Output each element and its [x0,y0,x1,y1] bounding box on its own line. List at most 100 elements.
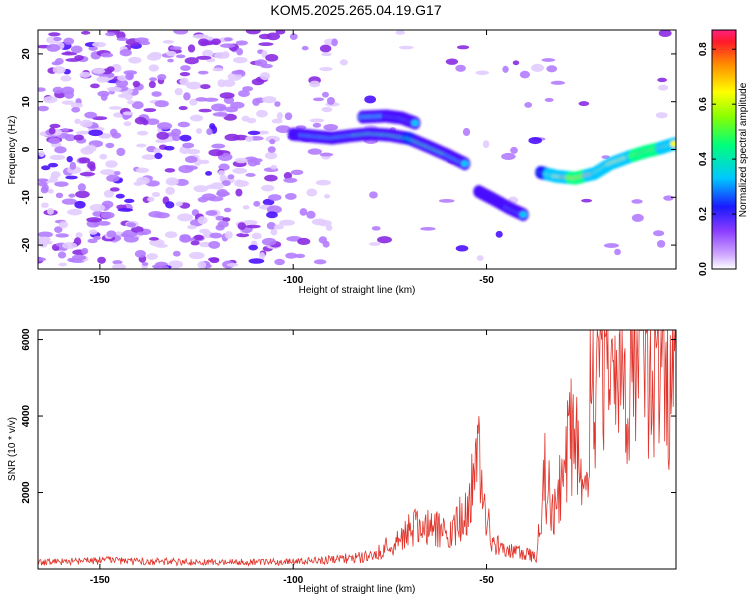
y-tick-label: 2000 [21,481,32,504]
noise-blob [192,34,208,39]
noise-blob [165,201,175,209]
noise-blob [221,180,231,187]
noise-blob [100,169,116,176]
noise-blob [180,65,191,71]
noise-blob [112,260,123,265]
noise-blob [60,75,72,82]
noise-blob [200,84,211,90]
snr-xlabel: Height of straight line (km) [299,584,416,595]
noise-blob [326,96,335,105]
noise-blob [47,188,54,194]
noise-blob [168,180,178,185]
noise-blob [41,165,51,171]
noise-blob [106,174,120,182]
noise-blob [189,114,204,122]
noise-blob [455,64,466,72]
noise-blob [179,77,189,86]
noise-blob [97,221,111,226]
noise-blob [207,257,220,262]
noise-blob [285,192,297,200]
noise-blob [195,128,203,134]
noise-blob [199,40,215,46]
noise-blob [55,192,64,199]
noise-blob [100,134,111,138]
noise-blob [420,226,436,231]
noise-blob [223,113,237,121]
noise-blob [601,155,610,159]
noise-blob [236,233,250,238]
noise-blob [61,100,75,105]
noise-blob [131,226,144,233]
snr-ticks: -150 -100 -50 2000 4000 6000 [21,328,676,586]
noise-blob [101,76,110,81]
noise-blob [89,203,106,212]
noise-blob [275,30,286,35]
noise-blob [248,258,265,264]
noise-blob [262,96,277,104]
noise-blob [235,188,243,197]
noise-blob [377,236,392,244]
noise-blob [603,243,619,248]
noise-blob [289,33,298,40]
noise-blob [85,144,97,153]
noise-blob [283,171,293,180]
noise-blob [254,59,268,67]
noise-blob [581,198,593,203]
noise-blob [198,108,212,113]
noise-blob [135,167,150,174]
noise-blob [151,91,162,97]
noise-blob [119,49,132,57]
noise-blob [368,242,381,246]
noise-blob [270,228,278,236]
noise-blob [309,80,321,88]
noise-blob [123,121,132,127]
noise-blob [197,196,209,203]
noise-blob [173,30,189,35]
y-tick-label: 4000 [21,404,32,427]
noise-blob [97,256,106,264]
noise-blob [209,232,223,239]
noise-blob [184,57,199,65]
noise-blob [75,130,91,135]
noise-blob [67,208,83,216]
noise-blob [116,147,126,157]
noise-blob [87,238,98,244]
noise-blob [242,205,250,210]
noise-blob [245,172,256,177]
noise-blob [398,45,414,50]
y-tick-label: 6000 [21,328,32,351]
noise-blob [175,54,186,59]
noise-blob [147,196,155,202]
noise-blob [331,38,338,47]
noise-blob [149,77,158,82]
noise-blob [276,111,283,120]
noise-blob [501,152,516,161]
noise-blob [88,129,103,137]
noise-blob [54,181,69,187]
noise-blob [217,79,226,88]
noise-blob [212,112,228,117]
noise-blob [162,40,175,44]
noise-blob [58,262,67,267]
noise-blob [614,248,621,256]
noise-blob [143,108,157,113]
noise-blob [172,250,181,257]
noise-blob [193,185,209,193]
noise-blob [68,193,76,198]
noise-blob [61,242,78,249]
noise-blob [234,157,248,164]
noise-blob [188,251,205,260]
noise-blob [148,211,164,218]
noise-blob [151,191,161,198]
noise-blob [371,226,381,231]
noise-blob [134,37,149,43]
noise-blob [210,103,227,112]
noise-blob [136,130,149,136]
noise-blob [205,171,213,176]
noise-blob [105,160,118,168]
spectrogram-ylabel: Frequency (Hz) [7,116,18,185]
noise-blob [550,80,566,85]
ridge-lower-point [519,211,528,218]
